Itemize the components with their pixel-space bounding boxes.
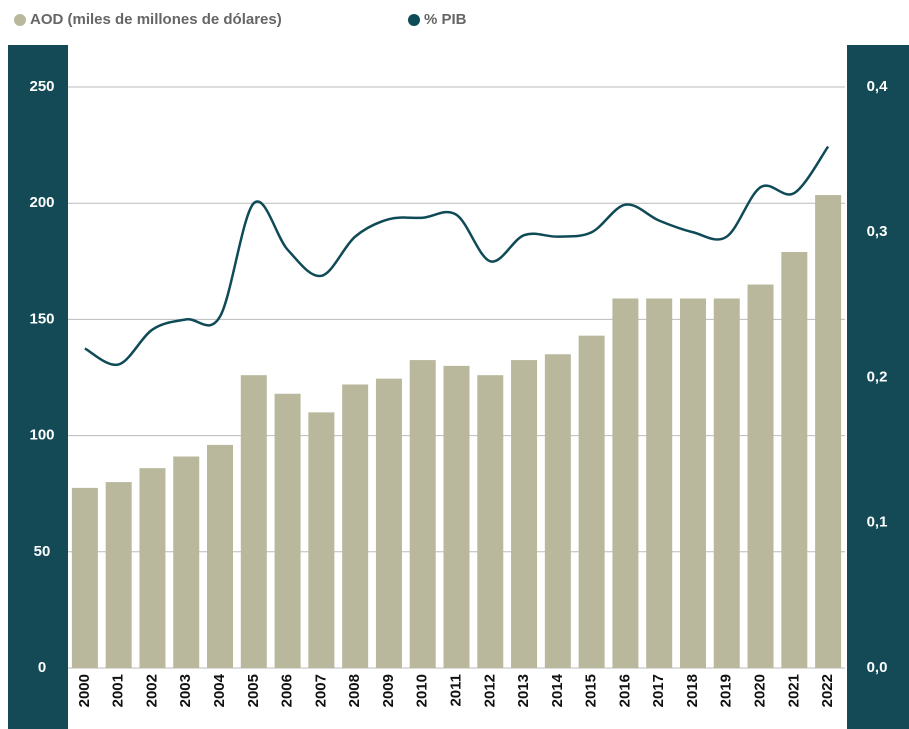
bar bbox=[544, 354, 571, 668]
y-tick-label: 50 bbox=[34, 543, 51, 560]
bar bbox=[375, 378, 402, 668]
x-tick-label: 2019 bbox=[718, 674, 735, 707]
y2-tick-label: 0,1 bbox=[867, 514, 888, 531]
bar bbox=[747, 284, 774, 668]
x-tick-label: 2021 bbox=[785, 674, 802, 707]
bar bbox=[240, 375, 267, 668]
bar bbox=[342, 384, 369, 668]
right-axis-panel bbox=[847, 45, 909, 729]
bar bbox=[713, 298, 740, 668]
bar bbox=[781, 252, 808, 668]
bar bbox=[308, 412, 335, 668]
line bbox=[84, 145, 830, 367]
x-tick-label: 2014 bbox=[549, 673, 566, 707]
legend-label: AOD (miles de millones de dólares) bbox=[30, 11, 282, 28]
x-tick-label: 2003 bbox=[177, 674, 194, 707]
y-tick-label: 250 bbox=[29, 78, 54, 95]
x-tick-label: 2012 bbox=[481, 674, 498, 707]
y2-tick-label: 0,3 bbox=[867, 223, 888, 240]
x-tick-label: 2008 bbox=[346, 674, 363, 707]
x-tick-label: 2017 bbox=[650, 674, 667, 707]
bar bbox=[207, 444, 234, 668]
bar bbox=[139, 468, 166, 668]
x-tick-label: 2004 bbox=[211, 673, 228, 707]
left-axis-panel bbox=[8, 45, 68, 729]
x-tick-label: 2009 bbox=[380, 674, 397, 707]
y-tick-label: 150 bbox=[29, 310, 54, 327]
y2-tick-label: 0,2 bbox=[867, 368, 888, 385]
y-tick-label: 0 bbox=[38, 659, 46, 676]
x-tick-label: 2013 bbox=[515, 674, 532, 707]
x-tick-label: 2018 bbox=[684, 674, 701, 707]
y-tick-label: 200 bbox=[29, 194, 54, 211]
x-tick-label: 2016 bbox=[616, 674, 633, 707]
y-tick-label: 100 bbox=[29, 427, 54, 444]
x-tick-label: 2011 bbox=[447, 674, 464, 707]
bar bbox=[173, 456, 200, 668]
y2-tick-label: 0,4 bbox=[867, 78, 889, 95]
y2-tick-label: 0,0 bbox=[867, 659, 888, 676]
bar bbox=[409, 360, 436, 668]
x-tick-label: 2005 bbox=[245, 674, 262, 707]
bar bbox=[646, 298, 673, 668]
x-tick-label: 2001 bbox=[110, 674, 127, 707]
legend-swatch bbox=[408, 14, 420, 26]
bar bbox=[815, 195, 842, 669]
bar bbox=[71, 487, 98, 668]
x-tick-label: 2007 bbox=[312, 674, 329, 707]
bar bbox=[578, 335, 605, 668]
legend-label: % PIB bbox=[424, 11, 467, 28]
bar bbox=[105, 482, 132, 668]
bar bbox=[477, 375, 504, 668]
x-tick-label: 2002 bbox=[143, 674, 160, 707]
x-tick-label: 2000 bbox=[76, 674, 93, 707]
x-tick-label: 2015 bbox=[583, 674, 600, 707]
x-tick-label: 2010 bbox=[414, 674, 431, 707]
bar bbox=[274, 393, 301, 668]
x-tick-label: 2022 bbox=[819, 674, 836, 707]
bar bbox=[679, 298, 706, 668]
x-tick-label: 2020 bbox=[752, 674, 769, 707]
bar bbox=[612, 298, 639, 668]
bar bbox=[443, 365, 470, 668]
x-tick-label: 2006 bbox=[279, 674, 296, 707]
bar bbox=[511, 360, 538, 668]
legend-swatch bbox=[14, 14, 26, 26]
